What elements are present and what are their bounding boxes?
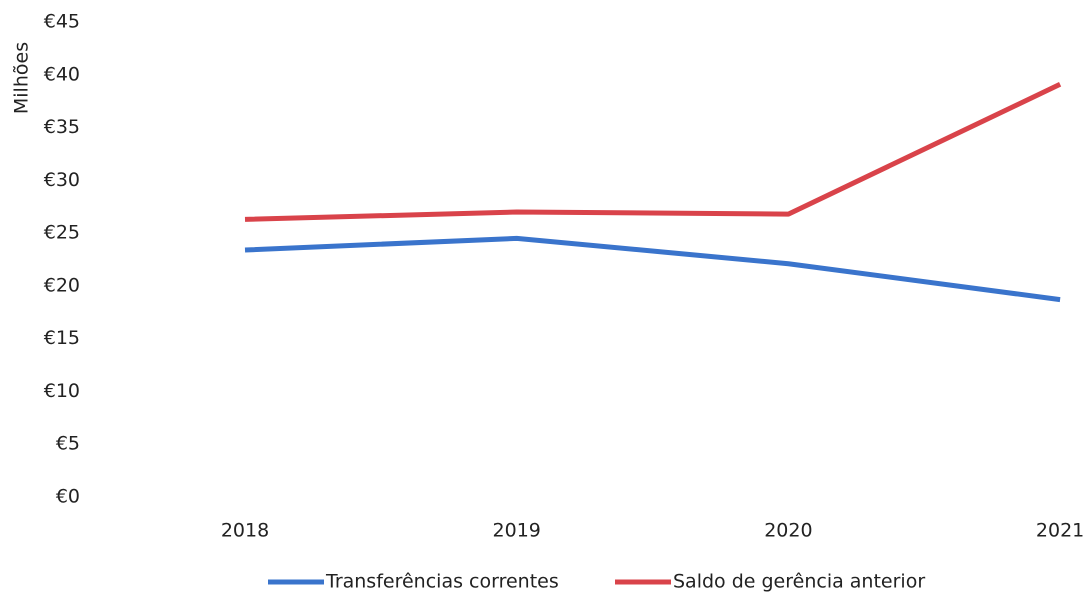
series-line — [244, 235, 1061, 303]
x-tick-label: 2019 — [493, 520, 541, 542]
legend-label: Saldo de gerência anterior — [673, 571, 925, 593]
x-tick-label: 2018 — [221, 520, 269, 542]
y-tick-label: €0 — [56, 486, 80, 508]
y-tick-label: €25 — [44, 222, 80, 244]
y-tick-label: €20 — [44, 274, 80, 296]
y-tick-label: €30 — [44, 169, 80, 191]
y-tick-label: €10 — [44, 380, 80, 402]
y-tick-label: €45 — [44, 11, 80, 33]
x-tick-label: 2020 — [764, 520, 812, 542]
legend-label: Transferências correntes — [325, 571, 559, 593]
series-line — [244, 82, 1062, 222]
y-axis-label: Milhões — [11, 42, 33, 114]
y-tick-label: €35 — [44, 116, 80, 138]
y-tick-label: €5 — [56, 433, 80, 455]
y-tick-label: €40 — [44, 63, 80, 85]
y-tick-label: €15 — [44, 327, 80, 349]
x-tick-label: 2021 — [1036, 520, 1084, 542]
